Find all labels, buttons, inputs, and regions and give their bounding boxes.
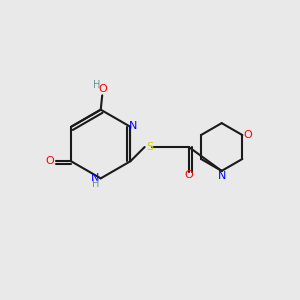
Text: O: O [184,170,193,180]
Text: H: H [92,179,99,189]
Text: O: O [46,156,55,166]
Text: N: N [91,173,100,183]
Text: N: N [129,121,137,131]
Text: N: N [218,171,226,181]
Text: S: S [146,142,153,152]
Text: O: O [243,130,252,140]
Text: H: H [93,80,100,90]
Text: O: O [98,84,107,94]
